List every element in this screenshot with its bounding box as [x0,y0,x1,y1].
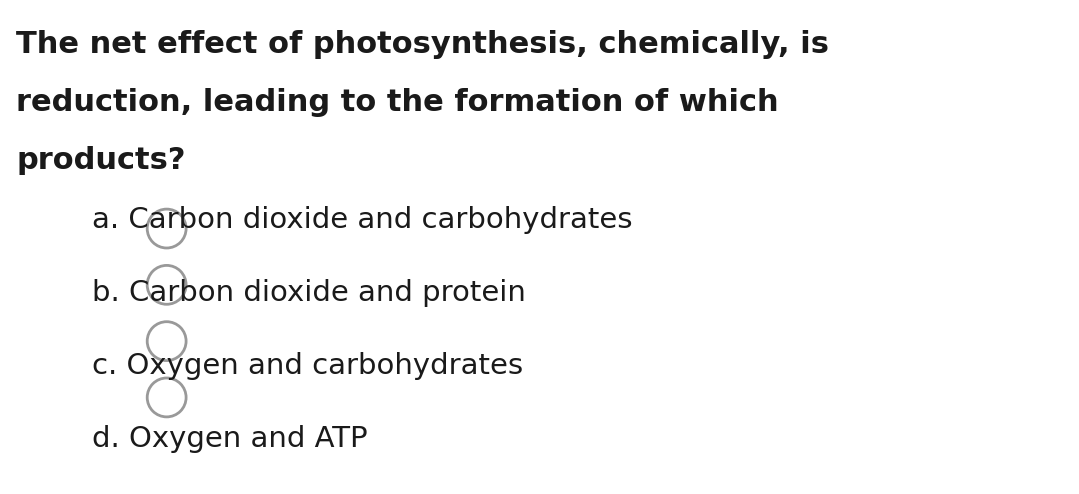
Text: products?: products? [16,146,186,175]
Text: b. Carbon dioxide and protein: b. Carbon dioxide and protein [92,279,525,307]
Text: reduction, leading to the formation of which: reduction, leading to the formation of w… [16,88,779,117]
Text: d. Oxygen and ATP: d. Oxygen and ATP [92,425,367,453]
Text: c. Oxygen and carbohydrates: c. Oxygen and carbohydrates [92,352,523,380]
Text: a. Carbon dioxide and carbohydrates: a. Carbon dioxide and carbohydrates [92,206,632,234]
Text: The net effect of photosynthesis, chemically, is: The net effect of photosynthesis, chemic… [16,30,829,59]
